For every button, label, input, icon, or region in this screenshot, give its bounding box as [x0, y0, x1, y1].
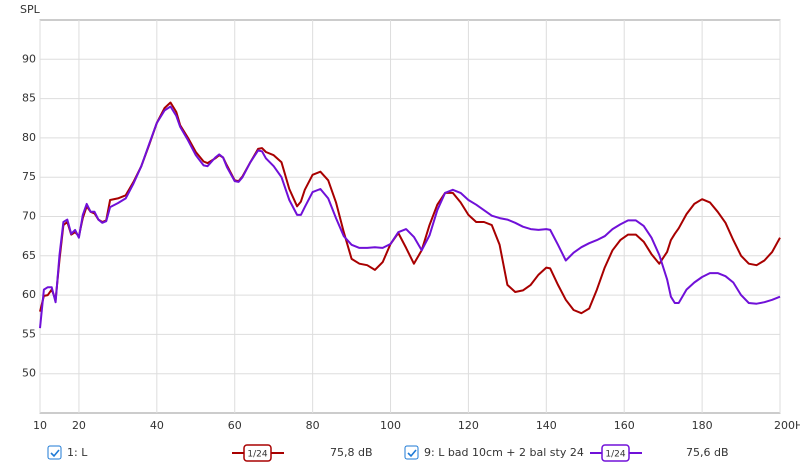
- x-tick-label: 180: [692, 419, 713, 432]
- y-tick-label: 80: [22, 131, 36, 144]
- y-tick-label: 55: [22, 327, 36, 340]
- y-tick-label: 70: [22, 210, 36, 223]
- x-tick-label: 10: [33, 419, 47, 432]
- smoothing-label: 1/24: [605, 450, 625, 460]
- y-tick-label: 50: [22, 367, 36, 380]
- checkmark: [407, 449, 417, 458]
- y-tick-label: 85: [22, 92, 36, 105]
- smoothing-label: 1/24: [247, 450, 267, 460]
- x-tick-label: 140: [536, 419, 557, 432]
- checkmark: [50, 449, 60, 458]
- y-tick-label: 90: [22, 52, 36, 65]
- x-tick-label: 40: [150, 419, 164, 432]
- legend-label: 1: L: [67, 446, 88, 459]
- legend-checkbox[interactable]: [47, 445, 62, 460]
- smoothing-box[interactable]: [601, 444, 630, 462]
- legend-label: 9: L bad 10cm + 2 bal sty 24: [424, 446, 584, 459]
- x-tick-label: 160: [614, 419, 635, 432]
- x-tick-label: 200Hz: [774, 419, 800, 432]
- y-tick-label: 60: [22, 288, 36, 301]
- series-line: [39, 105, 781, 329]
- legend-level: 75,8 dB: [330, 446, 373, 459]
- smoothing-box[interactable]: [243, 444, 272, 462]
- x-tick-label: 100: [380, 419, 401, 432]
- series-line: [39, 101, 781, 315]
- y-tick-label: 75: [22, 170, 36, 183]
- legend-checkbox[interactable]: [404, 445, 419, 460]
- x-tick-label: 60: [228, 419, 242, 432]
- y-tick-label: 65: [22, 249, 36, 262]
- legend-level: 75,6 dB: [686, 446, 729, 459]
- x-tick-label: 80: [306, 419, 320, 432]
- x-tick-label: 120: [458, 419, 479, 432]
- y-axis-label: SPL: [20, 3, 41, 16]
- x-tick-label: 20: [72, 419, 86, 432]
